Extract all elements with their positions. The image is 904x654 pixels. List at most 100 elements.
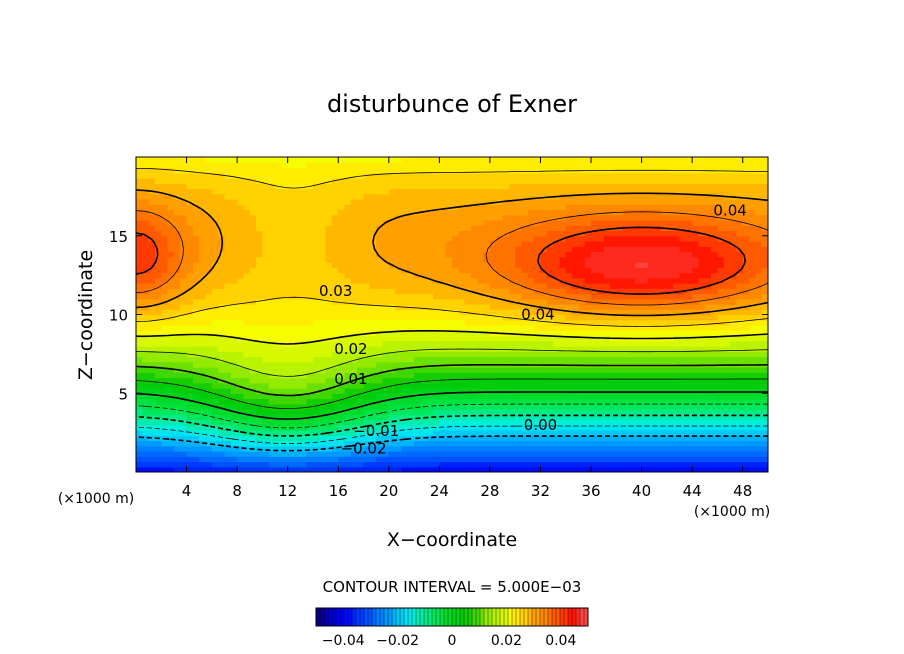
field-cell	[211, 367, 219, 373]
field-cell	[186, 193, 194, 200]
field-cell	[268, 440, 276, 447]
field-cell	[338, 451, 346, 457]
field-cell	[243, 220, 251, 226]
field-cell	[167, 440, 175, 447]
field-cell	[205, 172, 213, 179]
field-cell	[300, 445, 308, 452]
field-cell	[230, 251, 238, 258]
field-cell	[470, 325, 478, 331]
field-cell	[331, 445, 339, 452]
field-cell	[477, 382, 485, 389]
field-cell	[603, 251, 611, 258]
field-cell	[268, 351, 276, 358]
field-cell	[502, 356, 510, 363]
field-cell	[300, 304, 308, 310]
field-cell	[376, 445, 384, 452]
field-cell	[597, 204, 605, 211]
field-cell	[616, 157, 624, 163]
field-cell	[565, 298, 573, 305]
field-cell	[572, 403, 579, 410]
field-cell	[338, 267, 346, 274]
field-cell	[294, 288, 301, 295]
field-cell	[641, 424, 649, 431]
field-cell	[597, 267, 605, 274]
field-cell	[540, 162, 548, 169]
field-cell	[357, 262, 365, 268]
field-cell	[369, 183, 377, 190]
field-cell	[496, 409, 504, 415]
field-cell	[142, 267, 150, 274]
field-cell	[281, 167, 289, 174]
field-cell	[433, 288, 440, 295]
field-cell	[154, 430, 162, 436]
field-cell	[420, 162, 428, 169]
field-cell	[603, 188, 611, 195]
field-cell	[199, 256, 207, 263]
field-cell	[205, 288, 213, 295]
field-cell	[584, 314, 592, 321]
field-cell	[350, 157, 358, 163]
field-cell	[199, 235, 207, 242]
field-cell	[597, 309, 605, 316]
field-cell	[401, 225, 409, 232]
field-cell	[199, 293, 207, 300]
field-cell	[527, 335, 535, 342]
field-cell	[154, 409, 162, 415]
field-cell	[414, 351, 421, 358]
field-cell	[312, 251, 320, 258]
field-cell	[464, 267, 472, 274]
field-cell	[357, 256, 365, 263]
field-cell	[268, 267, 276, 274]
field-cell	[635, 419, 643, 426]
field-cell	[489, 451, 497, 457]
field-cell	[572, 424, 579, 431]
field-cell	[275, 435, 282, 442]
field-cell	[237, 241, 245, 247]
field-cell	[357, 398, 365, 405]
field-cell	[572, 367, 579, 373]
field-cell	[502, 419, 510, 426]
field-cell	[458, 178, 466, 184]
field-cell	[249, 183, 257, 190]
field-cell	[483, 419, 491, 426]
field-cell	[300, 461, 308, 468]
field-cell	[148, 178, 156, 184]
field-cell	[199, 466, 207, 472]
field-cell	[527, 424, 535, 431]
field-cell	[142, 325, 150, 331]
field-cell	[281, 209, 289, 216]
field-cell	[591, 235, 598, 242]
field-cell	[433, 335, 440, 342]
field-cell	[616, 403, 624, 410]
field-cell	[521, 445, 529, 452]
field-cell	[369, 167, 377, 174]
field-cell	[534, 367, 542, 373]
field-cell	[647, 235, 655, 242]
field-cell	[161, 220, 169, 226]
field-cell	[312, 246, 320, 253]
field-cell	[635, 162, 643, 169]
field-cell	[319, 451, 327, 457]
field-cell	[578, 382, 586, 389]
field-cell	[136, 256, 143, 263]
field-cell	[136, 241, 143, 247]
field-cell	[300, 288, 308, 295]
field-cell	[237, 461, 245, 468]
field-cell	[230, 204, 238, 211]
field-cell	[407, 209, 415, 216]
field-cell	[540, 456, 548, 463]
field-cell	[281, 162, 289, 169]
field-cell	[275, 398, 282, 405]
field-cell	[622, 267, 630, 274]
field-cell	[363, 361, 371, 368]
field-cell	[641, 251, 649, 258]
field-cell	[489, 283, 497, 289]
field-cell	[161, 225, 169, 232]
field-cell	[414, 225, 421, 232]
field-cell	[186, 267, 194, 274]
field-cell	[369, 246, 377, 253]
field-cell	[483, 325, 491, 331]
field-cell	[369, 440, 377, 447]
field-cell	[445, 204, 453, 211]
field-cell	[319, 309, 327, 316]
